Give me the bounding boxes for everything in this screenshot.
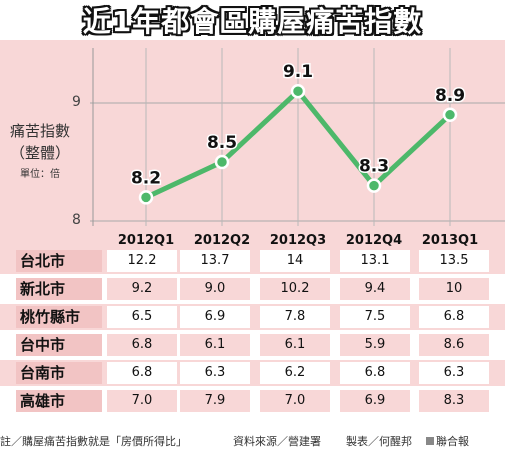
table-cell: 6.8 (340, 362, 410, 384)
data-point (290, 83, 306, 99)
table-cell: 13.1 (340, 250, 410, 272)
table-cell: 7.0 (260, 390, 330, 412)
newspaper-credit: 聯合報 (426, 433, 469, 449)
data-point (214, 154, 230, 170)
table-row: 桃竹縣市 6.5 6.9 7.8 7.5 6.8 (0, 304, 505, 330)
y-axis-unit: 單位：倍 (20, 169, 60, 180)
table-cell: 10 (419, 278, 489, 300)
data-point (442, 107, 458, 123)
credit-square-icon (426, 437, 434, 445)
footnote-source: 資料來源／營建署 (233, 435, 321, 448)
data-label: 8.5 (207, 133, 237, 153)
table-row: 台南市 6.8 6.3 6.2 6.8 6.3 (0, 360, 505, 386)
data-label: 8.3 (359, 157, 389, 177)
x-tick-label: 2012Q2 (193, 233, 251, 248)
footnote-maker: 製表／何醒邦 (346, 435, 412, 448)
x-tick-label: 2012Q1 (117, 233, 175, 248)
table-cell: 10.2 (260, 278, 330, 300)
footnote: 註／購屋痛苦指數就是「房價所得比」 資料來源／營建署 製表／何醒邦 聯合報 (0, 430, 505, 450)
line-chart: 8.2 8.5 9.1 8.3 8.9 (90, 48, 505, 226)
table-cell: 6.3 (180, 362, 250, 384)
row-label: 台北市 (16, 250, 102, 272)
table-cell: 8.6 (419, 334, 489, 356)
table-cell: 7.8 (260, 306, 330, 328)
y-axis-title: 痛苦指數 (10, 122, 71, 140)
table-row: 台中市 6.8 6.1 6.1 5.9 8.6 (0, 332, 505, 358)
data-label: 9.1 (283, 62, 313, 82)
data-point (366, 178, 382, 193)
table-cell: 12.2 (107, 250, 177, 272)
y-axis-label: 痛苦指數 （整體） 單位：倍 (10, 120, 90, 182)
table-row: 新北市 9.2 9.0 10.2 9.4 10 (0, 276, 505, 302)
y-tick-label: 8 (72, 212, 81, 228)
table-cell: 6.8 (107, 362, 177, 384)
chart-title: 近1年都會區購屋痛苦指數 (82, 5, 423, 38)
footnote-note: 註／購屋痛苦指數就是「房價所得比」 (0, 435, 187, 448)
table-cell: 14 (260, 250, 330, 272)
table-cell: 13.7 (180, 250, 250, 272)
table-cell: 6.1 (180, 334, 250, 356)
table-cell: 6.9 (180, 306, 250, 328)
x-tick-label: 2012Q3 (269, 233, 327, 248)
table-cell: 7.5 (340, 306, 410, 328)
table-cell: 6.8 (107, 334, 177, 356)
x-tick-label: 2013Q1 (421, 233, 479, 248)
data-point (138, 190, 154, 205)
table-cell: 7.9 (180, 390, 250, 412)
table-cell: 9.0 (180, 278, 250, 300)
data-label: 8.9 (435, 86, 465, 106)
row-label: 桃竹縣市 (16, 306, 102, 328)
table-cell: 6.5 (107, 306, 177, 328)
row-label: 台南市 (16, 362, 102, 384)
row-label: 高雄市 (16, 390, 102, 412)
table-cell: 6.2 (260, 362, 330, 384)
table-cell: 5.9 (340, 334, 410, 356)
table-cell: 6.1 (260, 334, 330, 356)
table-cell: 7.0 (107, 390, 177, 412)
y-axis-subtitle: （整體） (10, 144, 71, 162)
table-row: 高雄市 7.0 7.9 7.0 6.9 8.3 (0, 388, 505, 414)
table-cell: 6.9 (340, 390, 410, 412)
table-cell: 9.4 (340, 278, 410, 300)
table-row: 台北市 12.2 13.7 14 13.1 13.5 (0, 248, 505, 274)
table-cell: 6.8 (419, 306, 489, 328)
x-tick-label: 2012Q4 (345, 233, 403, 248)
row-label: 新北市 (16, 278, 102, 300)
y-tick-label: 9 (72, 94, 81, 110)
table-cell: 9.2 (107, 278, 177, 300)
credit-label: 聯合報 (436, 435, 469, 448)
table-cell: 6.3 (419, 362, 489, 384)
table-cell: 8.3 (419, 390, 489, 412)
row-label: 台中市 (16, 334, 102, 356)
data-label: 8.2 (131, 168, 161, 188)
table-cell: 13.5 (419, 250, 489, 272)
